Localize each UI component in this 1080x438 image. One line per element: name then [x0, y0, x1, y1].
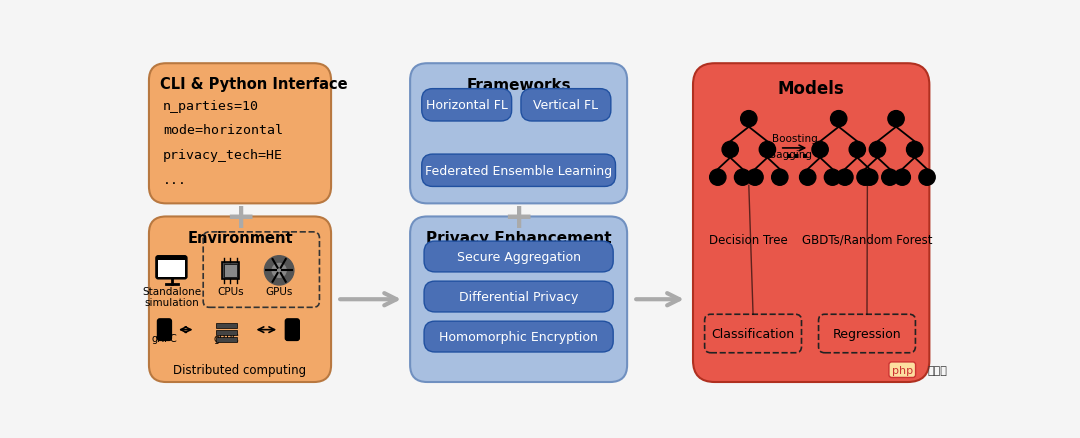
- Text: CPUs: CPUs: [217, 286, 244, 296]
- Circle shape: [747, 170, 764, 186]
- Text: +: +: [225, 201, 255, 235]
- Text: mode=horizontal: mode=horizontal: [163, 124, 283, 137]
- Text: +: +: [503, 201, 534, 235]
- Text: 中文网: 中文网: [928, 365, 947, 375]
- FancyBboxPatch shape: [149, 64, 332, 204]
- Circle shape: [759, 142, 775, 158]
- FancyBboxPatch shape: [221, 262, 239, 279]
- FancyBboxPatch shape: [216, 330, 238, 335]
- Text: GBDTs/Random Forest: GBDTs/Random Forest: [802, 233, 933, 246]
- Circle shape: [831, 111, 847, 127]
- Text: Environment: Environment: [187, 231, 293, 246]
- Text: ...: ...: [785, 141, 810, 162]
- Circle shape: [881, 170, 897, 186]
- Circle shape: [741, 111, 757, 127]
- Text: gRPC: gRPC: [151, 333, 177, 343]
- Circle shape: [710, 170, 726, 186]
- Circle shape: [849, 142, 865, 158]
- FancyBboxPatch shape: [521, 89, 611, 122]
- Circle shape: [869, 142, 886, 158]
- Circle shape: [894, 170, 910, 186]
- FancyBboxPatch shape: [424, 282, 613, 312]
- FancyBboxPatch shape: [422, 89, 512, 122]
- Text: CLI & Python Interface: CLI & Python Interface: [160, 76, 348, 92]
- Text: Frameworks: Frameworks: [467, 78, 571, 93]
- Circle shape: [856, 170, 874, 186]
- Text: n_parties=10: n_parties=10: [163, 99, 259, 113]
- Text: gRPC: gRPC: [214, 333, 240, 343]
- Text: Models: Models: [778, 79, 845, 97]
- Text: GPUs: GPUs: [266, 286, 293, 296]
- Text: Privacy Enhancement: Privacy Enhancement: [426, 231, 611, 246]
- FancyBboxPatch shape: [156, 256, 187, 279]
- Text: Bagging: Bagging: [769, 150, 812, 160]
- Circle shape: [888, 111, 904, 127]
- Text: Decision Tree: Decision Tree: [710, 233, 788, 246]
- Text: Vertical FL: Vertical FL: [534, 99, 598, 112]
- FancyBboxPatch shape: [149, 217, 332, 382]
- Circle shape: [812, 142, 828, 158]
- FancyBboxPatch shape: [424, 321, 613, 352]
- FancyBboxPatch shape: [410, 217, 627, 382]
- FancyBboxPatch shape: [216, 337, 238, 342]
- FancyBboxPatch shape: [285, 319, 299, 341]
- FancyBboxPatch shape: [424, 241, 613, 272]
- Circle shape: [906, 142, 922, 158]
- Text: Regression: Regression: [833, 327, 902, 340]
- Circle shape: [265, 256, 294, 285]
- Text: Classification: Classification: [712, 327, 795, 340]
- Text: Differential Privacy: Differential Privacy: [459, 290, 578, 304]
- Circle shape: [772, 170, 788, 186]
- Text: Boosting: Boosting: [771, 133, 818, 143]
- Circle shape: [272, 264, 286, 278]
- Circle shape: [919, 170, 935, 186]
- FancyBboxPatch shape: [225, 265, 237, 277]
- FancyBboxPatch shape: [158, 319, 172, 341]
- Text: Federated Ensemble Learning: Federated Ensemble Learning: [426, 164, 612, 177]
- Circle shape: [824, 170, 840, 186]
- Text: Horizontal FL: Horizontal FL: [426, 99, 508, 112]
- Circle shape: [862, 170, 878, 186]
- FancyBboxPatch shape: [216, 323, 238, 328]
- Text: Secure Aggregation: Secure Aggregation: [457, 251, 581, 263]
- Circle shape: [799, 170, 815, 186]
- Circle shape: [734, 170, 751, 186]
- Text: privacy_tech=HE: privacy_tech=HE: [163, 148, 283, 162]
- Circle shape: [723, 142, 739, 158]
- FancyBboxPatch shape: [159, 260, 185, 277]
- FancyBboxPatch shape: [693, 64, 930, 382]
- Text: Homomorphic Encryption: Homomorphic Encryption: [440, 330, 598, 343]
- Circle shape: [837, 170, 853, 186]
- Text: ...: ...: [163, 173, 187, 186]
- Text: Standalone
simulation: Standalone simulation: [143, 286, 202, 307]
- FancyBboxPatch shape: [410, 64, 627, 204]
- Text: Distributed computing: Distributed computing: [174, 364, 307, 376]
- FancyBboxPatch shape: [422, 155, 616, 187]
- Text: php: php: [892, 365, 913, 375]
